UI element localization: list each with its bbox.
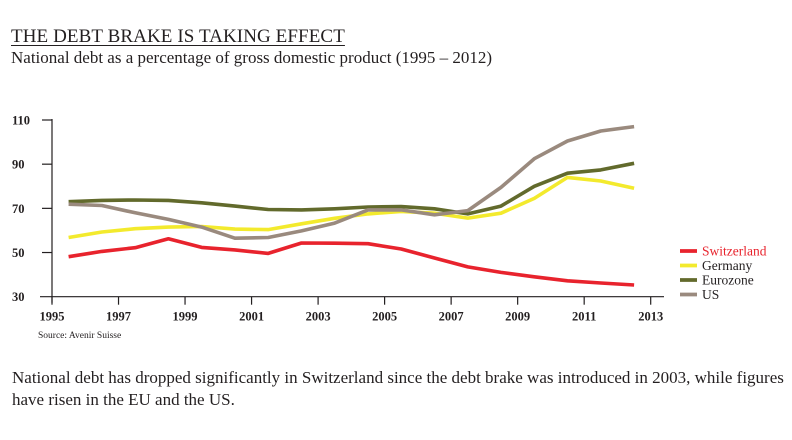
y-tick-label: 50 xyxy=(12,246,25,260)
x-tick-label: 2005 xyxy=(372,310,397,324)
axes: 30 50 70 90 110 1995 1997 1999 2001 2003 2005 2007 2… xyxy=(12,114,664,324)
y-tick-label: 70 xyxy=(12,202,25,216)
x-tick-label: 1997 xyxy=(106,310,131,324)
x-tick-label: 2001 xyxy=(239,310,264,324)
source-note: Source: Avenir Suisse xyxy=(38,331,122,341)
x-tick-label: 2009 xyxy=(505,310,530,324)
legend-label-switzerland: Switzerland xyxy=(702,244,767,259)
caption: National debt has dropped significantly … xyxy=(12,368,784,409)
y-tick-label: 90 xyxy=(12,158,25,172)
x-tick-label: 2011 xyxy=(572,310,596,324)
chart-title: THE DEBT BRAKE IS TAKING EFFECT xyxy=(11,26,345,47)
series-lines xyxy=(68,124,635,287)
series-line-us xyxy=(68,124,635,240)
legend-label-germany: Germany xyxy=(702,258,752,273)
x-tick-label: 2013 xyxy=(638,310,663,324)
series-line-eurozone xyxy=(68,161,635,216)
x-tick-label: 1999 xyxy=(173,310,198,324)
x-tick-label: 2007 xyxy=(439,310,464,324)
x-tick-label: 2003 xyxy=(306,310,331,324)
y-tick-label: 30 xyxy=(12,290,25,304)
x-tick-label: 1995 xyxy=(40,310,65,324)
series-line-switzerland xyxy=(68,237,635,287)
legend-label-us: US xyxy=(702,287,719,302)
y-tick-label: 110 xyxy=(12,114,30,128)
legend-label-eurozone: Eurozone xyxy=(702,273,754,288)
chart-subtitle: National debt as a percentage of gross d… xyxy=(11,48,493,67)
